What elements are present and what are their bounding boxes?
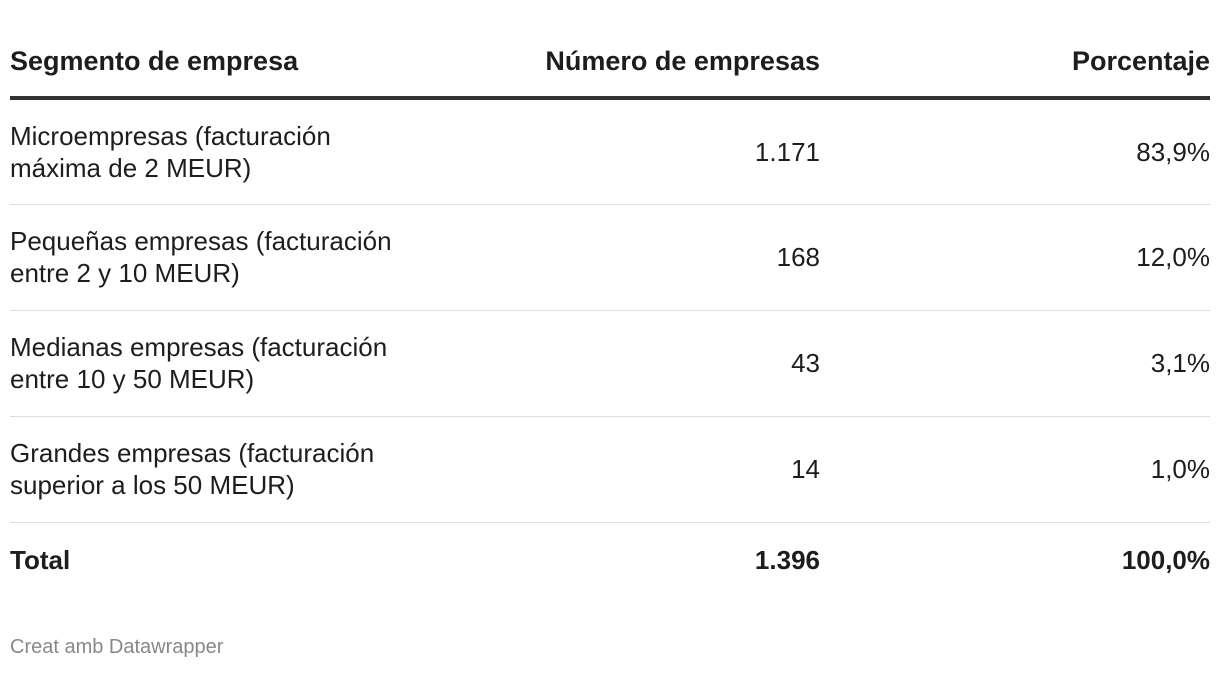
segment-line: Pequeñas empresas (facturación [10,226,392,256]
table-header-row: Segmento de empresa Número de empresas P… [10,0,1210,100]
segment-line: máxima de 2 MEUR) [10,152,252,183]
segment-line: superior a los 50 MEUR) [10,470,295,500]
percent-cell: 3,1% [820,310,1210,417]
segment-line: Grandes empresas (facturación [10,438,375,468]
total-row: Total 1.396 100,0% [10,522,1210,598]
table-row: Medianas empresas (facturación entre 10 y… [10,310,1210,417]
count-cell: 168 [470,204,820,311]
percent-cell: 1,0% [820,416,1210,523]
segment-cell: Pequeñas empresas (facturación entre 2 y … [10,204,470,311]
total-label-cell: Total [10,545,71,576]
segment-line: entre 2 y 10 MEUR) [10,258,240,288]
count-cell: 43 [470,310,820,417]
segment-cell: Medianas empresas (facturación entre 10 y… [10,310,470,417]
column-header-segment[interactable]: Segmento de empresa [10,0,470,100]
segment-line: Microempresas (facturación [10,120,331,151]
segment-line: Medianas empresas (facturación [10,332,388,362]
data-table-container: Segmento de empresa Número de empresas P… [10,0,1210,598]
total-count-cell: 1.396 [754,545,820,576]
segment-cell: Grandes empresas (facturación superior a … [10,416,470,523]
column-header-percent[interactable]: Porcentaje [820,0,1210,100]
segment-line: entre 10 y 50 MEUR) [10,364,255,394]
footer-credit[interactable]: Creat amb Datawrapper [10,636,224,658]
percent-cell: 83,9% [820,98,1210,205]
data-table: Segmento de empresa Número de empresas P… [10,0,1210,598]
column-header-count[interactable]: Número de empresas [470,0,820,100]
segment-cell: Microempresas (facturación máxima de 2 ME… [10,98,470,205]
percent-cell: 12,0% [820,204,1210,311]
table-row: Microempresas (facturación máxima de 2 ME… [10,98,1210,205]
count-cell: 14 [470,416,820,523]
total-percent-cell: 100,0% [1121,545,1210,576]
count-cell: 1.171 [470,98,820,205]
table-row: Grandes empresas (facturación superior a … [10,416,1210,523]
table-row: Pequeñas empresas (facturación entre 2 y … [10,204,1210,311]
